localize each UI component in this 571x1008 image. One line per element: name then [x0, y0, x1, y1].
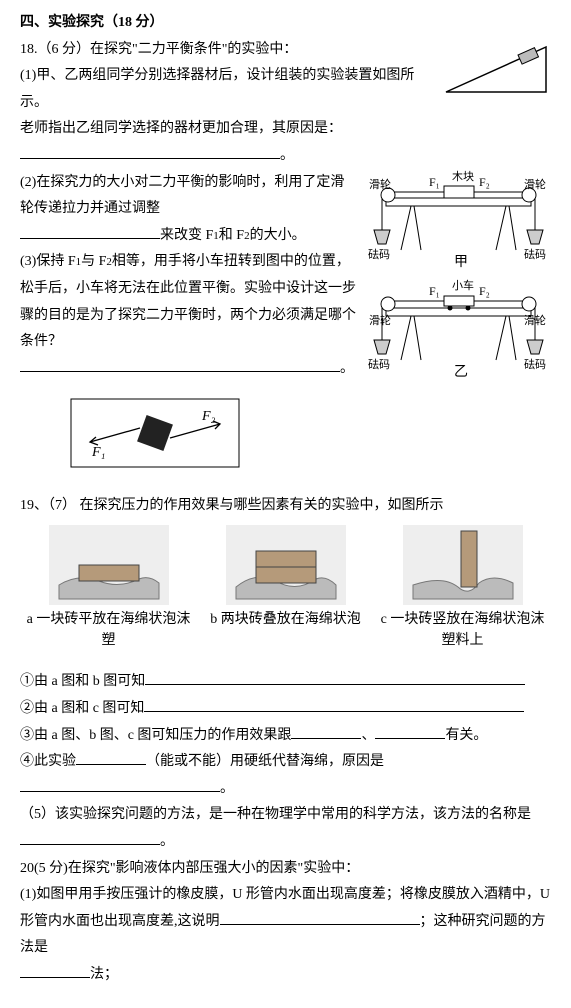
incline-figure-icon [441, 37, 551, 97]
blank [20, 963, 90, 978]
q19-l5end: 。 [160, 834, 174, 849]
svg-text:滑轮: 滑轮 [369, 313, 391, 327]
svg-text:砝码: 砝码 [368, 247, 390, 261]
svg-text:F₂: F₂ [479, 175, 490, 189]
q18-p2-blank: 来改变 F1和 F2的大小。 [20, 223, 356, 250]
q20-p1b: 法； [20, 962, 551, 989]
q18-p1b: 老师指出乙组同学选择的器材更加合理，其原因是： [20, 121, 342, 136]
q20-points: (5 分) [34, 861, 68, 876]
svg-text:砝码: 砝码 [524, 247, 546, 261]
q19-l3end: 有关。 [445, 728, 487, 743]
q20-number: 20 [20, 861, 34, 876]
blank [20, 777, 220, 792]
forces-figure-icon: F₁ F₂ [70, 398, 551, 479]
cap-c: c 一块砖竖放在海绵状泡沫塑料上 [374, 609, 551, 651]
q19-l5a: （5）该实验探究问题的方法，是一种在物理学中常用的科学方法，该方法的名称是 [20, 807, 531, 822]
svg-text:小车: 小车 [452, 278, 474, 292]
q18-intro: 在探究"二力平衡条件"的实验中： [90, 42, 297, 57]
blank [145, 670, 525, 685]
svg-text:F₁: F₁ [429, 175, 440, 189]
q19-number: 19、 [20, 498, 48, 513]
q18-p3-blank: 。 [20, 356, 356, 383]
fig-b-icon [226, 525, 346, 605]
svg-text:滑轮: 滑轮 [524, 313, 546, 327]
q18-p3end: 。 [340, 361, 354, 376]
cap-a: a 一块砖平放在海绵状泡沫塑 [20, 609, 197, 651]
svg-text:F₁: F₁ [429, 284, 440, 298]
q19-l1-text: ①由 a 图和 b 图可知 [20, 674, 145, 689]
q18-p3b: 与 F [81, 254, 106, 269]
blank [375, 724, 445, 739]
q19-l4a: ④此实验 [20, 754, 76, 769]
q19-l4: ④此实验 （能或不能）用硬纸代替海绵，原因是。 [20, 749, 551, 802]
svg-text:砝码: 砝码 [524, 357, 546, 371]
q19-points: （7） [48, 498, 76, 513]
q19-intro: 在探究压力的作用效果与哪些因素有关的实验中，如图所示 [80, 498, 444, 513]
blank [291, 724, 361, 739]
blank [76, 750, 146, 765]
q19-captions: a 一块砖平放在海绵状泡沫塑 b 两块砖叠放在海绵状泡 c 一块砖竖放在海绵状泡… [20, 609, 551, 651]
svg-text:砝码: 砝码 [368, 357, 390, 371]
q20-p1: (1)如图甲用手按压强计的橡皮膜，U 形管内水面出现高度差；将橡皮膜放入酒精中，… [20, 882, 551, 962]
q18-p2and: 和 F [219, 228, 244, 243]
q18-p3: (3)保持 F1与 F2相等，用手将小车扭转到图中的位置，松手后，小车将无法在此… [20, 249, 356, 355]
svg-text:滑轮: 滑轮 [524, 177, 546, 191]
q19-figures [20, 525, 551, 605]
q18-p2mid: 来改变 F [160, 228, 213, 243]
apparatus-figure: F₁ F₂ 木块 滑轮 滑轮 砝码 砝码 甲 [366, 170, 551, 391]
svg-text:甲: 甲 [454, 255, 468, 270]
q19-l4b: （能或不能）用硬纸代替海绵，原因是 [146, 754, 384, 769]
q19-l3a: ③由 a 图、b 图、c 图可知压力的作用效果跟 [20, 728, 291, 743]
section-title: 四、实验探究（18 分） [20, 10, 551, 37]
q18-block: 18.（6 分）在探究"二力平衡条件"的实验中： (1)甲、乙两组同学分别选择器… [20, 37, 551, 391]
fig-a-icon [49, 525, 169, 605]
q18-p2: (2)在探究力的大小对二力平衡的影响时，利用了定滑轮传递拉力并通过调整 [20, 175, 344, 217]
q20-intro: 在探究"影响液体内部压强大小的因素"实验中： [68, 861, 359, 876]
cap-b: b 两块砖叠放在海绵状泡 [197, 609, 374, 651]
blank [20, 144, 280, 159]
blank [20, 830, 160, 845]
svg-text:F₂: F₂ [479, 284, 490, 298]
blank [20, 224, 160, 239]
svg-text:F₁: F₁ [91, 445, 105, 460]
q19-block: 19、（7） 在探究压力的作用效果与哪些因素有关的实验中，如图所示 a 一块砖平… [20, 493, 551, 856]
q18-p3a: (3)保持 F [20, 254, 76, 269]
q18-p2-block: (2)在探究力的大小对二力平衡的影响时，利用了定滑轮传递拉力并通过调整 [20, 170, 356, 223]
q19-l5: （5）该实验探究问题的方法，是一种在物理学中常用的科学方法，该方法的名称是。 [20, 802, 551, 855]
q19-l1: ①由 a 图和 b 图可知 [20, 669, 551, 696]
svg-text:乙: 乙 [454, 364, 468, 380]
svg-text:滑轮: 滑轮 [369, 177, 391, 191]
q19-l2: ②由 a 图和 c 图可知 [20, 696, 551, 723]
q18-points: （6 分） [38, 42, 91, 57]
blank [20, 357, 340, 372]
q20-p1end: 法； [90, 967, 118, 982]
q18-p1b-line: 老师指出乙组同学选择的器材更加合理，其原因是： 。 [20, 116, 551, 169]
q19-l3: ③由 a 图、b 图、c 图可知压力的作用效果跟 、 有关。 [20, 723, 551, 750]
q19-l3mid: 、 [361, 728, 375, 743]
blank [220, 910, 420, 925]
q20-block: 20(5 分)在探究"影响液体内部压强大小的因素"实验中： (1)如图甲用手按压… [20, 856, 551, 989]
q18-p2end: 的大小。 [250, 228, 306, 243]
q18-p1end: 。 [280, 148, 294, 163]
fig-c-icon [403, 525, 523, 605]
q19-l2-text: ②由 a 图和 c 图可知 [20, 701, 144, 716]
svg-text:木块: 木块 [452, 170, 474, 183]
q19-l4end: 。 [220, 781, 234, 796]
q18-number: 18. [20, 42, 38, 57]
svg-text:F₂: F₂ [201, 409, 216, 424]
blank [144, 697, 524, 712]
